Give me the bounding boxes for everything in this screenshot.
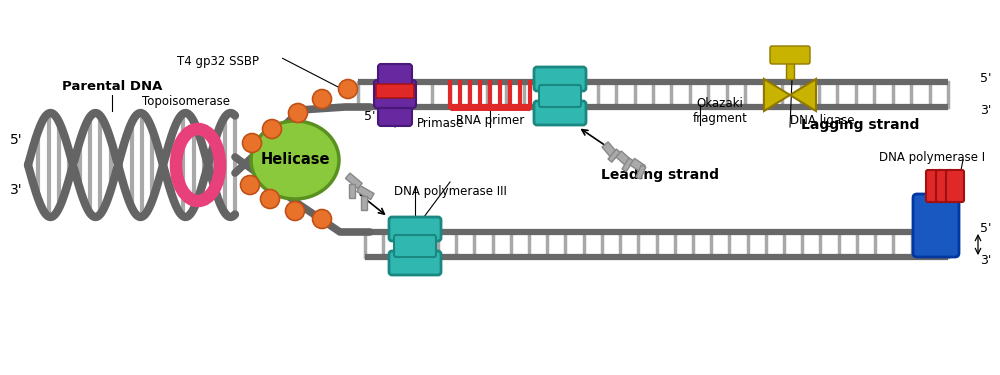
Circle shape — [288, 104, 308, 123]
Circle shape — [242, 134, 262, 153]
Text: 5': 5' — [364, 111, 376, 123]
FancyBboxPatch shape — [376, 84, 414, 98]
FancyBboxPatch shape — [389, 251, 441, 275]
Bar — [786, 57, 794, 79]
Text: Leading strand: Leading strand — [601, 168, 719, 182]
FancyBboxPatch shape — [936, 170, 954, 202]
Text: Topoisomerase: Topoisomerase — [142, 95, 230, 108]
Circle shape — [338, 80, 358, 99]
Text: 5': 5' — [980, 72, 992, 84]
FancyBboxPatch shape — [389, 217, 441, 241]
Text: 3': 3' — [980, 255, 991, 267]
Text: 3': 3' — [10, 183, 22, 197]
Text: RNA primer: RNA primer — [456, 114, 524, 127]
Polygon shape — [790, 79, 816, 111]
Circle shape — [286, 201, 304, 220]
Circle shape — [312, 210, 332, 228]
Circle shape — [240, 176, 260, 195]
FancyBboxPatch shape — [913, 194, 959, 257]
Text: Parental DNA: Parental DNA — [62, 80, 162, 93]
Bar — [361, 196, 367, 210]
FancyBboxPatch shape — [534, 67, 586, 91]
FancyBboxPatch shape — [770, 46, 810, 64]
Bar — [636, 165, 646, 179]
Text: Helicase: Helicase — [260, 153, 330, 168]
Bar — [616, 151, 631, 166]
Circle shape — [260, 189, 280, 209]
Bar — [349, 184, 355, 198]
Text: DNA ligase: DNA ligase — [790, 114, 854, 127]
Text: 3': 3' — [980, 105, 991, 117]
Circle shape — [312, 90, 332, 108]
FancyBboxPatch shape — [378, 102, 412, 126]
FancyBboxPatch shape — [378, 64, 412, 86]
Bar — [622, 158, 633, 172]
FancyBboxPatch shape — [534, 101, 586, 125]
Text: 5': 5' — [10, 133, 22, 147]
FancyBboxPatch shape — [539, 85, 581, 107]
Circle shape — [262, 120, 282, 138]
Text: T4 gp32 SSBP: T4 gp32 SSBP — [177, 55, 259, 68]
FancyBboxPatch shape — [374, 80, 416, 108]
Bar — [602, 142, 616, 157]
FancyBboxPatch shape — [946, 170, 964, 202]
Text: Okazaki
fragment: Okazaki fragment — [693, 97, 747, 125]
Bar — [608, 149, 620, 162]
Circle shape — [782, 47, 798, 63]
Text: Lagging strand: Lagging strand — [801, 118, 919, 132]
Bar — [357, 186, 374, 200]
FancyBboxPatch shape — [394, 235, 436, 257]
Bar — [630, 158, 645, 172]
Text: DNA polymerase I: DNA polymerase I — [879, 150, 985, 164]
Text: Primase: Primase — [416, 117, 464, 130]
Text: DNA polymerase III: DNA polymerase III — [394, 185, 506, 198]
Polygon shape — [764, 79, 790, 111]
Ellipse shape — [251, 121, 339, 199]
Text: 5': 5' — [980, 222, 992, 234]
FancyBboxPatch shape — [926, 170, 944, 202]
Bar — [345, 173, 362, 189]
